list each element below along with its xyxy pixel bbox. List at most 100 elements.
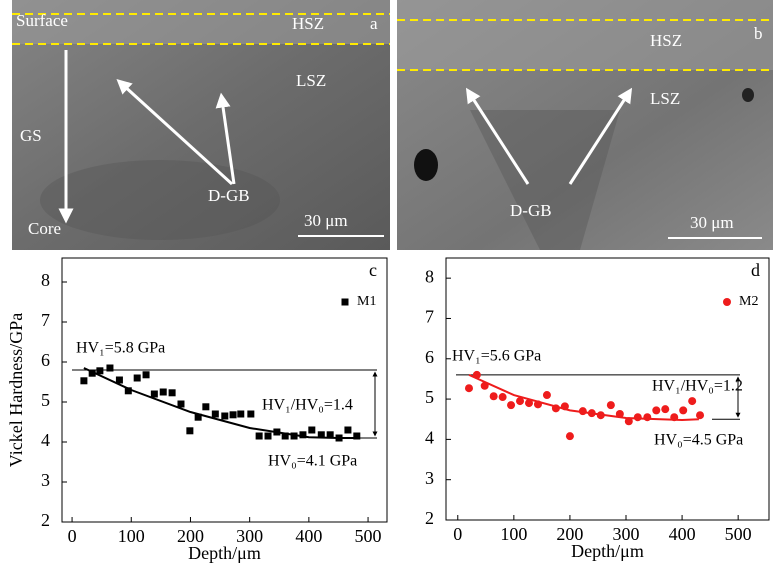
legend-label: M2 <box>739 294 758 309</box>
label: D-GB <box>510 201 552 220</box>
panel-letter: a <box>370 14 378 33</box>
x-tick-label: 300 <box>236 526 263 546</box>
x-tick-label: 200 <box>177 526 204 546</box>
x-tick-label: 400 <box>295 526 322 546</box>
point <box>142 371 150 379</box>
point <box>516 397 525 406</box>
point <box>326 431 334 439</box>
point <box>133 374 141 382</box>
label: GS <box>20 126 42 145</box>
point <box>88 369 96 377</box>
point <box>606 401 615 410</box>
point <box>670 413 679 422</box>
y-tick-label: 2 <box>425 508 434 528</box>
label: LSZ <box>650 89 680 108</box>
x-tick-label: 500 <box>355 526 382 546</box>
point <box>159 388 167 396</box>
point <box>464 384 473 393</box>
label: LSZ <box>296 71 326 90</box>
panel-letter: b <box>754 24 763 43</box>
annotation: HV₁/HV₀=1.4 <box>262 397 353 414</box>
point <box>524 399 533 408</box>
point <box>578 407 587 416</box>
point <box>335 434 343 442</box>
point <box>281 432 289 440</box>
point <box>255 432 263 440</box>
point <box>168 389 176 397</box>
point <box>643 413 652 422</box>
point <box>565 432 574 441</box>
x-tick-label: 400 <box>669 524 696 544</box>
plot-frame <box>61 257 388 523</box>
point <box>202 403 210 411</box>
point <box>186 427 194 435</box>
point <box>688 397 697 406</box>
point <box>507 401 516 410</box>
point <box>211 410 219 418</box>
label: HSZ <box>650 31 682 50</box>
annotation: HV₀=4.1 GPa <box>268 453 357 470</box>
scale-bar-label: 30 μm <box>690 213 734 232</box>
y-tick-label: 2 <box>41 510 50 530</box>
point <box>194 413 202 421</box>
point <box>533 400 542 409</box>
x-axis-label: Depth/μm <box>571 541 644 561</box>
panel-letter: c <box>369 260 377 280</box>
point <box>299 431 307 439</box>
point <box>551 404 560 413</box>
x-tick-label: 500 <box>725 524 752 544</box>
point <box>80 377 88 385</box>
point <box>679 406 688 415</box>
point <box>264 432 272 440</box>
x-tick-label: 100 <box>118 526 145 546</box>
point <box>115 376 123 384</box>
point <box>480 381 489 390</box>
point <box>542 391 551 400</box>
point <box>696 411 705 420</box>
point <box>661 405 670 414</box>
point <box>177 400 185 408</box>
label: HSZ <box>292 14 324 33</box>
point <box>560 402 569 411</box>
point <box>106 364 114 372</box>
point <box>96 367 104 375</box>
legend-marker <box>723 298 731 306</box>
point <box>472 370 481 379</box>
y-tick-label: 5 <box>425 387 434 407</box>
point <box>587 409 596 418</box>
point <box>615 409 624 418</box>
micrograph-b: HSZ b LSZ D-GB 30 μm <box>397 0 773 250</box>
y-tick-label: 4 <box>41 430 50 450</box>
panel-letter: d <box>751 260 760 280</box>
y-tick-label: 6 <box>41 350 50 370</box>
annotation: HV₁=5.8 GPa <box>76 340 165 357</box>
legend-label: M1 <box>357 294 376 309</box>
point <box>247 410 255 418</box>
annotation: HV₀=4.5 GPa <box>654 432 743 449</box>
point <box>221 412 229 420</box>
y-tick-label: 3 <box>425 468 434 488</box>
y-tick-label: 5 <box>41 390 50 410</box>
x-tick-label: 300 <box>613 524 640 544</box>
label: Core <box>28 219 61 238</box>
point <box>353 432 361 440</box>
x-tick-label: 200 <box>556 524 583 544</box>
point <box>596 411 605 420</box>
y-tick-label: 7 <box>41 310 50 330</box>
point <box>124 387 132 395</box>
y-tick-label: 4 <box>425 428 434 448</box>
point <box>624 417 633 426</box>
label: Surface <box>16 11 68 30</box>
point <box>489 392 498 401</box>
scale-bar-label: 30 μm <box>304 211 348 230</box>
y-tick-label: 8 <box>41 270 50 290</box>
point <box>237 410 245 418</box>
point <box>498 393 507 402</box>
micrograph-a: Surface HSZ a LSZ GS D-GB Core 30 μm <box>12 0 390 250</box>
point <box>308 426 316 434</box>
y-tick-label: 6 <box>425 347 434 367</box>
x-tick-label: 100 <box>500 524 527 544</box>
annotation: HV₁=5.6 GPa <box>452 348 541 365</box>
